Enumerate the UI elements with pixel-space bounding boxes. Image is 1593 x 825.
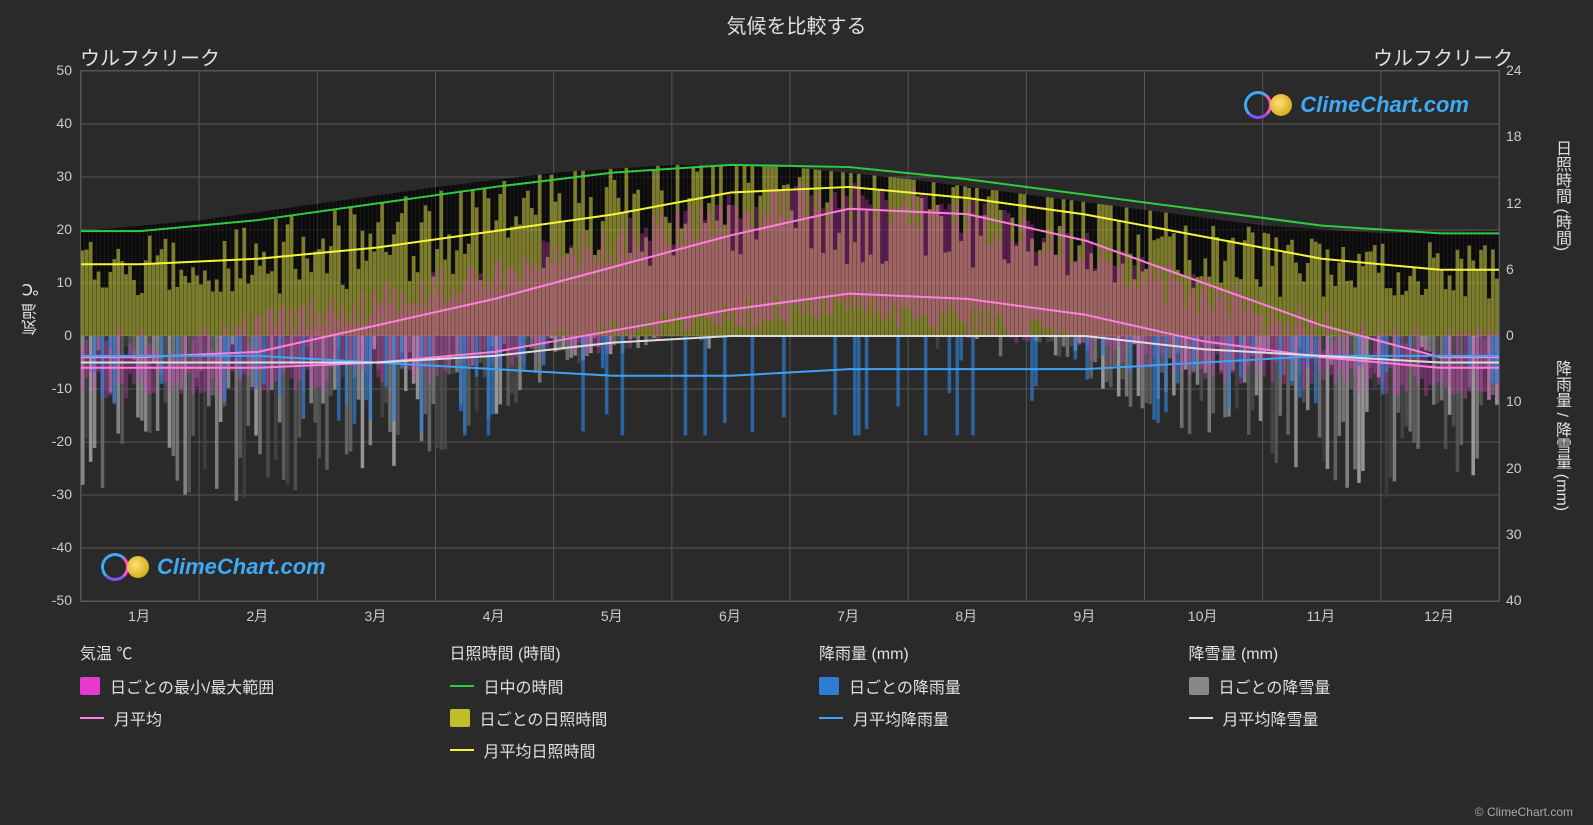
axis-tick: 4月 — [483, 606, 505, 626]
legend-swatch-icon — [819, 677, 839, 695]
axis-tick: 11月 — [1306, 606, 1335, 626]
legend-label: 月平均降雨量 — [853, 706, 949, 730]
axis-tick: 12月 — [1424, 606, 1454, 626]
axis-tick: -40 — [52, 539, 72, 555]
legend-label: 月平均日照時間 — [484, 738, 596, 762]
axis-tick: 6 — [1506, 261, 1514, 277]
legend-group: 降雨量 (mm) 日ごとの降雨量月平均降雨量 — [819, 640, 1129, 770]
axis-tick: 10 — [1506, 393, 1522, 409]
legend-label: 日ごとの最小/最大範囲 — [110, 674, 274, 698]
legend-item: 日中の時間 — [450, 674, 760, 698]
logo-ring-icon — [1244, 91, 1272, 119]
legend-item: 日ごとの日照時間 — [450, 706, 760, 730]
legend-line-icon — [450, 749, 474, 751]
legend: 気温 ℃ 日ごとの最小/最大範囲月平均 日照時間 (時間) 日中の時間日ごとの日照時間… — [80, 640, 1498, 770]
legend-title: 降雪量 (mm) — [1189, 640, 1499, 664]
watermark-top: ClimeChart.com — [1244, 91, 1469, 119]
watermark-text: ClimeChart.com — [157, 554, 326, 580]
legend-title: 気温 ℃ — [80, 640, 390, 664]
legend-group: 降雪量 (mm) 日ごとの降雪量月平均降雪量 — [1189, 640, 1499, 770]
axis-tick: -50 — [52, 592, 72, 608]
y-axis-right1-label: 日照時間 (時間) — [1549, 140, 1573, 251]
legend-label: 日ごとの日照時間 — [480, 706, 608, 730]
axis-tick: 30 — [56, 168, 72, 184]
climate-chart-page: 気候を比較する ウルフクリーク ウルフクリーク 気温 ℃ 日照時間 (時間) 降… — [0, 0, 1593, 825]
legend-group: 日照時間 (時間) 日中の時間日ごとの日照時間月平均日照時間 — [450, 640, 760, 770]
chart-plot-area: ClimeChart.com ClimeChart.com — [80, 70, 1500, 602]
chart-svg — [81, 71, 1499, 601]
legend-line-icon — [80, 717, 104, 719]
legend-swatch-icon — [1189, 677, 1209, 695]
legend-item: 月平均降雨量 — [819, 706, 1129, 730]
axis-tick: 7月 — [837, 606, 859, 626]
place-label-right: ウルフクリーク — [1373, 42, 1513, 71]
legend-item: 月平均降雪量 — [1189, 706, 1499, 730]
footer-copyright: © ClimeChart.com — [1475, 805, 1573, 819]
axis-tick: 20 — [56, 221, 72, 237]
axis-tick: 8月 — [955, 606, 977, 626]
legend-item: 月平均日照時間 — [450, 738, 760, 762]
axis-tick: 10 — [56, 274, 72, 290]
axis-tick: 9月 — [1074, 606, 1096, 626]
axis-tick: 2月 — [246, 606, 268, 626]
legend-line-icon — [819, 717, 843, 719]
legend-label: 日ごとの降雪量 — [1219, 674, 1331, 698]
axis-tick: 40 — [56, 115, 72, 131]
logo-ring-icon — [101, 553, 129, 581]
axis-tick: 40 — [1506, 592, 1522, 608]
legend-swatch-icon — [450, 709, 470, 727]
legend-line-icon — [450, 685, 474, 687]
axis-tick: 20 — [1506, 460, 1522, 476]
legend-label: 月平均降雪量 — [1223, 706, 1319, 730]
axis-tick: 0 — [1506, 327, 1514, 343]
legend-swatch-icon — [80, 677, 100, 695]
legend-label: 月平均 — [114, 706, 162, 730]
y-axis-left-label: 気温 ℃ — [20, 280, 44, 335]
axis-tick: 24 — [1506, 62, 1522, 78]
axis-tick: 1月 — [128, 606, 150, 626]
axis-tick: 18 — [1506, 128, 1522, 144]
axis-tick: 50 — [56, 62, 72, 78]
axis-tick: 5月 — [601, 606, 623, 626]
legend-group: 気温 ℃ 日ごとの最小/最大範囲月平均 — [80, 640, 390, 770]
legend-item: 日ごとの降雪量 — [1189, 674, 1499, 698]
legend-title: 日照時間 (時間) — [450, 640, 760, 664]
legend-item: 日ごとの最小/最大範囲 — [80, 674, 390, 698]
legend-label: 日中の時間 — [484, 674, 564, 698]
axis-tick: 0 — [64, 327, 72, 343]
watermark-text: ClimeChart.com — [1300, 92, 1469, 118]
legend-title: 降雨量 (mm) — [819, 640, 1129, 664]
axis-tick: -30 — [52, 486, 72, 502]
watermark-bottom: ClimeChart.com — [101, 553, 326, 581]
legend-label: 日ごとの降雨量 — [849, 674, 961, 698]
axis-tick: 12 — [1506, 195, 1522, 211]
axis-tick: -20 — [52, 433, 72, 449]
page-title: 気候を比較する — [0, 10, 1593, 39]
axis-tick: 30 — [1506, 526, 1522, 542]
place-label-left: ウルフクリーク — [80, 42, 220, 71]
legend-item: 日ごとの降雨量 — [819, 674, 1129, 698]
axis-tick: 3月 — [365, 606, 387, 626]
axis-tick: 6月 — [719, 606, 741, 626]
logo-sun-icon — [127, 556, 149, 578]
axis-tick: 10月 — [1188, 606, 1218, 626]
legend-line-icon — [1189, 717, 1213, 719]
axis-tick: -10 — [52, 380, 72, 396]
legend-item: 月平均 — [80, 706, 390, 730]
logo-sun-icon — [1270, 94, 1292, 116]
y-axis-right2-label: 降雨量 / 降雪量 (mm) — [1549, 360, 1573, 511]
